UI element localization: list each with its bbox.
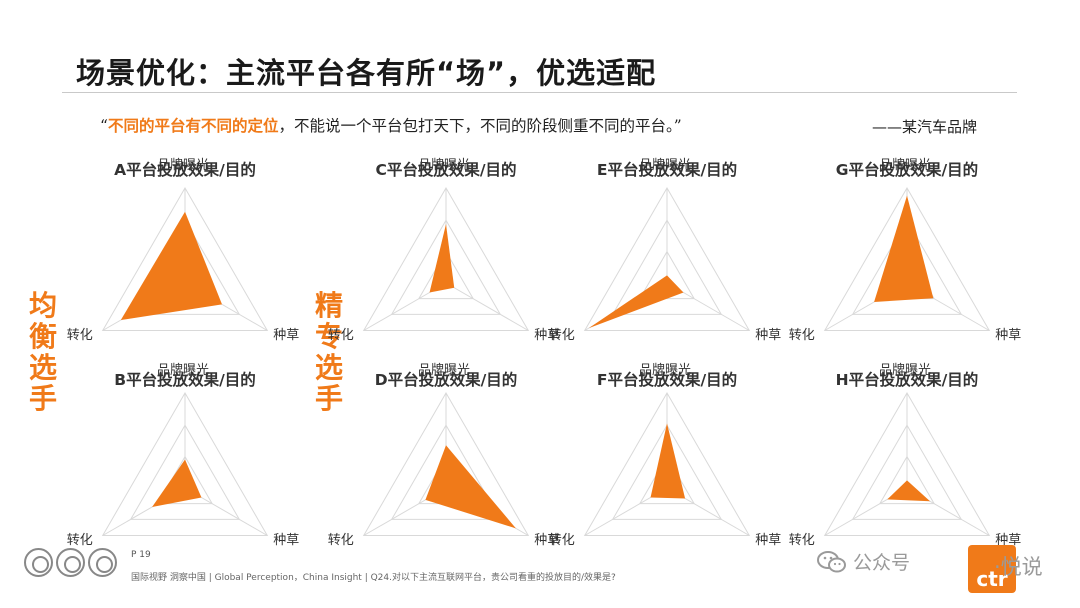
radar-grid-ring: [878, 455, 936, 505]
radar-grid-ring: [390, 219, 502, 315]
radar-grid-ring: [101, 187, 269, 331]
sgs-badge-icon: [24, 548, 53, 577]
radar-grid-ring: [823, 187, 991, 331]
radar-chart: [823, 187, 991, 331]
brand-logo: ctr: [968, 545, 1016, 593]
radar-axis-label: 转化: [548, 532, 575, 548]
quote: “不同的平台有不同的定位，不能说一个平台包打天下，不同的阶段侧重不同的平台。”: [100, 114, 682, 136]
radar-grid-ring: [851, 219, 963, 315]
radar-grid-ring: [611, 424, 723, 520]
radar-series-area: [650, 423, 686, 499]
certification-badges: [24, 548, 117, 577]
radar-axis-label: 品牌曝光: [879, 158, 932, 173]
radar-axis-label: 种草: [995, 327, 1022, 343]
chart-title: H平台投放效果/目的: [835, 371, 979, 389]
radar-axis-line: [445, 282, 529, 331]
radar-axis-label: 品牌曝光: [157, 363, 210, 378]
radar-chart: [362, 392, 530, 536]
radar-grid-ring: [823, 392, 991, 536]
sgs-badge-icon: [56, 548, 85, 577]
radar-axis-label: 品牌曝光: [418, 158, 471, 173]
radar-grid-ring: [362, 392, 530, 536]
quote-open: “: [100, 117, 108, 135]
radar-axis-label: 品牌曝光: [879, 363, 932, 378]
radar-series-area: [425, 445, 516, 529]
radar-grid-ring: [583, 187, 751, 331]
radar-axis-label: 品牌曝光: [639, 363, 692, 378]
side-label-balanced: 均衡选手: [28, 289, 57, 415]
radar-grid-ring: [129, 424, 241, 520]
footer-text: 国际视野 洞察中国 | Global Perception，China Insi…: [131, 573, 616, 583]
wechat-label: 公众号: [853, 552, 911, 574]
chart-title: G平台投放效果/目的: [835, 161, 979, 179]
wechat-watermark: 公众号: [817, 548, 910, 575]
radar-axis-label: 种草: [534, 327, 561, 343]
radar-chart: [101, 187, 269, 331]
brand-tail: ·悦说: [994, 555, 1043, 579]
side-label-specialist: 精专选手: [314, 289, 343, 415]
radar-axis-label: 转化: [788, 532, 815, 548]
radar-axis-label: 转化: [327, 327, 354, 343]
radar-series-area: [588, 275, 684, 329]
wechat-icon: [817, 550, 846, 572]
chart-title: C平台投放效果/目的: [375, 161, 517, 179]
radar-axis-label: 种草: [755, 532, 782, 548]
quote-highlight: 不同的平台有不同的定位: [107, 116, 279, 135]
radar-grid-ring: [390, 424, 502, 520]
quote-source: ——某汽车品牌: [872, 118, 978, 136]
radar-chart: [101, 392, 269, 536]
radar-grid-ring: [611, 219, 723, 315]
radar-axis-label: 转化: [788, 327, 815, 343]
radar-axis-label: 种草: [755, 327, 782, 343]
radar-axis-label: 种草: [273, 532, 300, 548]
chart-title: E平台投放效果/目的: [596, 161, 738, 179]
radar-grid-ring: [851, 424, 963, 520]
radar-chart: [583, 187, 751, 331]
radar-axis-label: 品牌曝光: [157, 158, 210, 173]
radar-series-area: [887, 480, 931, 502]
radar-series-area: [874, 195, 934, 302]
chart-title: F平台投放效果/目的: [596, 371, 738, 389]
radar-axis-label: 转化: [327, 532, 354, 548]
radar-grid-ring: [417, 250, 475, 300]
radar-chart: [362, 187, 530, 331]
title-divider: [62, 92, 1017, 93]
radar-series-area: [120, 211, 223, 321]
chart-title: A平台投放效果/目的: [114, 161, 256, 179]
chart-title: D平台投放效果/目的: [374, 371, 518, 389]
radar-series-area: [152, 459, 202, 507]
radar-axis-label: 种草: [273, 327, 300, 343]
quote-rest: ，不能说一个平台包打天下，不同的阶段侧重不同的平台。”: [278, 117, 682, 135]
sgs-badge-icon: [88, 548, 117, 577]
radar-axis-label: 转化: [548, 327, 575, 343]
radar-axis-label: 品牌曝光: [418, 363, 471, 378]
radar-grid-ring: [101, 392, 269, 536]
radar-axis-label: 品牌曝光: [639, 158, 692, 173]
radar-grid-ring: [583, 392, 751, 536]
chart-title: B平台投放效果/目的: [114, 371, 256, 389]
radar-axis-label: 种草: [995, 532, 1022, 548]
radar-axis-label: 种草: [534, 532, 561, 548]
radar-series-area: [429, 224, 455, 293]
radar-chart: [823, 392, 991, 536]
radar-chart: [583, 392, 751, 536]
radar-axis-label: 转化: [66, 327, 93, 343]
radar-grid-ring: [362, 187, 530, 331]
radar-axis-label: 转化: [66, 532, 93, 548]
page-title: 场景优化：主流平台各有所“场”，优选适配: [76, 56, 657, 90]
page-number: P 19: [131, 550, 151, 560]
